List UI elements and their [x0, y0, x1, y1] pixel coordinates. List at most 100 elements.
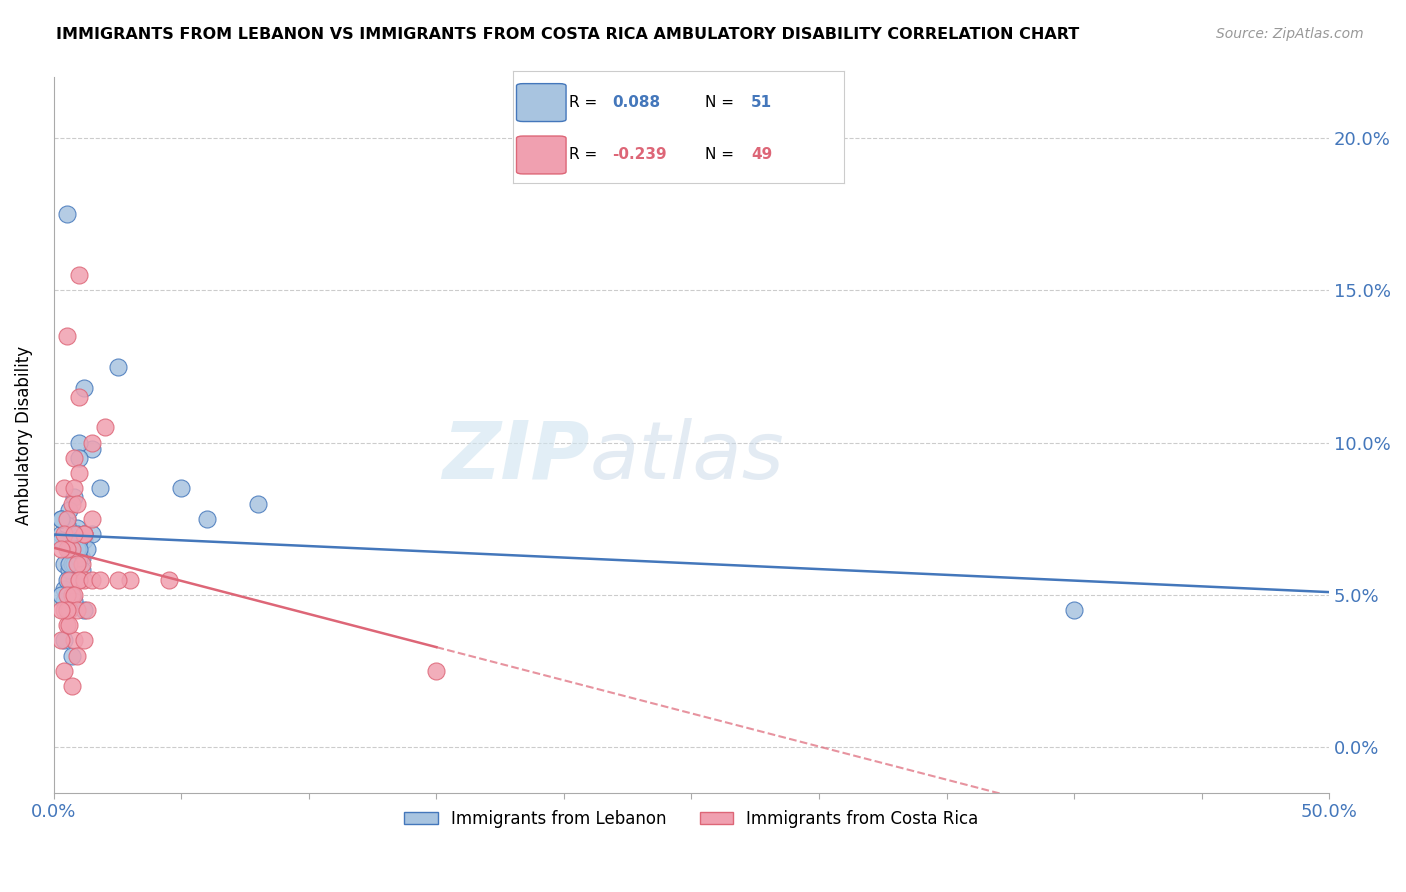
Point	[60, 542, 83, 557]
Point	[66, 558, 89, 572]
Text: ZIP: ZIP	[441, 417, 589, 495]
Text: atlas: atlas	[589, 417, 785, 495]
Point	[58, 542, 80, 557]
Point	[55, 573, 77, 587]
Text: N =: N =	[704, 95, 734, 110]
Point	[60, 588, 83, 602]
Point	[51, 603, 73, 617]
Point	[67, 551, 90, 566]
Point	[94, 420, 117, 434]
Point	[67, 450, 90, 465]
Point	[66, 603, 89, 617]
Point	[425, 664, 447, 678]
Point	[58, 603, 80, 617]
Point	[63, 527, 86, 541]
Point	[55, 603, 77, 617]
Point	[73, 381, 96, 395]
Point	[80, 435, 103, 450]
Point	[70, 551, 93, 566]
Point	[55, 329, 77, 343]
Point	[63, 633, 86, 648]
Point	[89, 481, 111, 495]
Point	[73, 527, 96, 541]
FancyBboxPatch shape	[516, 136, 567, 174]
Point	[67, 573, 90, 587]
Point	[107, 573, 129, 587]
FancyBboxPatch shape	[516, 84, 567, 121]
Point	[67, 390, 90, 404]
Y-axis label: Ambulatory Disability: Ambulatory Disability	[15, 345, 32, 524]
Point	[66, 521, 89, 535]
Point	[120, 573, 142, 587]
Point	[55, 517, 77, 532]
Point	[73, 527, 96, 541]
Point	[73, 527, 96, 541]
Point	[76, 603, 98, 617]
Point	[67, 533, 90, 547]
Point	[66, 542, 89, 557]
Point	[63, 588, 86, 602]
Point	[53, 481, 76, 495]
Point	[63, 491, 86, 505]
Point	[195, 512, 218, 526]
Point	[66, 542, 89, 557]
Point	[60, 496, 83, 510]
Point	[55, 512, 77, 526]
Point	[53, 664, 76, 678]
Point	[55, 512, 77, 526]
Point	[157, 573, 180, 587]
Point	[80, 442, 103, 456]
Point	[53, 594, 76, 608]
Point	[58, 603, 80, 617]
Point	[60, 542, 83, 557]
Point	[51, 512, 73, 526]
Text: 51: 51	[751, 95, 772, 110]
Point	[51, 542, 73, 557]
Point	[55, 207, 77, 221]
Point	[53, 558, 76, 572]
Point	[51, 633, 73, 648]
Text: IMMIGRANTS FROM LEBANON VS IMMIGRANTS FROM COSTA RICA AMBULATORY DISABILITY CORR: IMMIGRANTS FROM LEBANON VS IMMIGRANTS FR…	[56, 27, 1080, 42]
Point	[73, 633, 96, 648]
Point	[51, 527, 73, 541]
Point	[53, 527, 76, 541]
Point	[1063, 603, 1085, 617]
Point	[53, 582, 76, 596]
Point	[55, 603, 77, 617]
Point	[63, 594, 86, 608]
Point	[73, 603, 96, 617]
Point	[53, 633, 76, 648]
Point	[67, 268, 90, 283]
Point	[53, 603, 76, 617]
Point	[60, 588, 83, 602]
Point	[67, 466, 90, 480]
Point	[66, 527, 89, 541]
Point	[73, 573, 96, 587]
Point	[80, 512, 103, 526]
Point	[70, 564, 93, 578]
Text: -0.239: -0.239	[613, 147, 666, 162]
Point	[80, 527, 103, 541]
Point	[55, 618, 77, 632]
Point	[76, 542, 98, 557]
Point	[107, 359, 129, 374]
Text: R =: R =	[569, 147, 598, 162]
Point	[89, 573, 111, 587]
Point	[67, 542, 90, 557]
Point	[246, 496, 269, 510]
Point	[60, 558, 83, 572]
Point	[63, 481, 86, 495]
Point	[55, 542, 77, 557]
Text: R =: R =	[569, 95, 598, 110]
Point	[63, 450, 86, 465]
Text: N =: N =	[704, 147, 734, 162]
Point	[58, 618, 80, 632]
Text: 49: 49	[751, 147, 772, 162]
Point	[170, 481, 193, 495]
Point	[80, 573, 103, 587]
Point	[67, 435, 90, 450]
Point	[51, 588, 73, 602]
Point	[58, 564, 80, 578]
Point	[70, 558, 93, 572]
Point	[63, 573, 86, 587]
